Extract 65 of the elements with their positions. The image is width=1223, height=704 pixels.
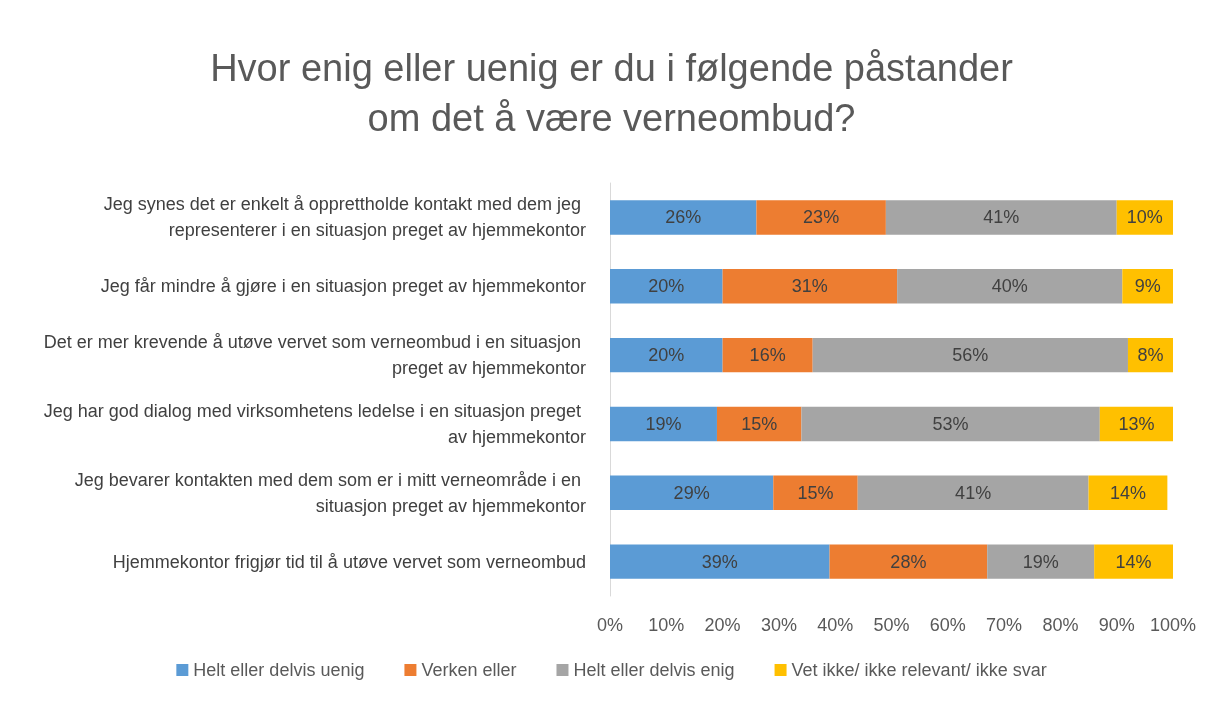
data-label: 14%: [1115, 551, 1152, 572]
x-tick-label: 0%: [596, 615, 624, 635]
bar: [812, 337, 1128, 373]
data-label: 10%: [1126, 207, 1163, 228]
bar: [722, 337, 813, 373]
data-label: 23%: [803, 207, 840, 228]
x-tick-label: 20%: [704, 615, 741, 635]
bar: [610, 475, 774, 510]
legend-label: Vet ikke/ ikke relevant/ ikke svar: [791, 660, 1047, 680]
data-label: 13%: [1118, 413, 1155, 434]
bar: [773, 475, 858, 510]
bar: [1094, 544, 1173, 579]
bar: [610, 544, 830, 579]
x-tick-label: 80%: [1042, 615, 1079, 635]
bar: [610, 406, 717, 442]
data-label: 53%: [932, 413, 969, 434]
bar: [857, 475, 1089, 510]
bar: [897, 269, 1123, 304]
y-tick-label: Jeg har god dialog med virksomhetens ledelse i en situasjon preget av hjemmekontor: [43, 400, 586, 447]
bar: [610, 269, 723, 304]
y-tick-label: Jeg synes det er enkelt å opprettholde kontakt med dem jeg representerer i en situasjon preget av hjemmekontor: [103, 194, 586, 241]
bar: [801, 406, 1100, 442]
x-tick-label: 90%: [1098, 615, 1135, 635]
legend-label: Helt eller delvis enig: [573, 660, 735, 680]
bar: [987, 544, 1095, 579]
bar: [756, 200, 886, 235]
legend-label: Helt eller delvis uenig: [193, 660, 365, 680]
legend-label: Verken eller: [421, 660, 517, 680]
data-label: 29%: [673, 482, 710, 503]
bar: [610, 200, 757, 235]
data-label: 39%: [701, 551, 738, 572]
x-tick-label: 40%: [817, 615, 854, 635]
data-label: 15%: [797, 482, 834, 503]
y-tick-label: Hjemmekontor frigjør tid til å utøve vervet som verneombud: [112, 551, 586, 572]
bar: [610, 337, 723, 373]
bar: [722, 269, 898, 304]
data-label: 20%: [648, 276, 685, 297]
y-tick-label: Jeg bevarer kontakten med dem som er i mitt verneområde i en situasjon preget av hjemmekontor: [74, 469, 587, 516]
x-tick-label: 50%: [873, 615, 910, 635]
y-tick-label: Jeg får mindre å gjøre i en situasjon preget av hjemmekontor: [100, 276, 586, 297]
data-label: 15%: [741, 413, 778, 434]
data-label: 19%: [1022, 551, 1059, 572]
chart-title: Hvor enig eller uenig er du i følgende påstander om det å være verneombud?: [210, 47, 1014, 139]
data-label: 20%: [648, 345, 685, 366]
data-label: 56%: [952, 345, 989, 366]
x-tick-label: 60%: [929, 615, 966, 635]
data-label: 16%: [749, 345, 786, 366]
x-tick-label: 30%: [760, 615, 797, 635]
y-tick-label: Det er mer krevende å utøve vervet som verneombud i en situasjon preget av hjemmekontor: [43, 332, 586, 379]
x-tick-label: 100%: [1149, 615, 1197, 635]
data-label: 26%: [665, 207, 702, 228]
data-label: 31%: [791, 276, 828, 297]
bar: [716, 406, 802, 442]
data-label: 8%: [1137, 345, 1164, 366]
data-label: 14%: [1109, 482, 1146, 503]
data-label: 40%: [991, 276, 1028, 297]
bar: [885, 200, 1117, 235]
data-label: 9%: [1134, 276, 1161, 297]
x-tick-label: 70%: [986, 615, 1023, 635]
data-label: 41%: [955, 482, 992, 503]
x-tick-label: 10%: [648, 615, 685, 635]
data-label: 19%: [645, 413, 682, 434]
data-label: 28%: [890, 551, 927, 572]
bar: [829, 544, 988, 579]
data-label: 41%: [983, 207, 1020, 228]
